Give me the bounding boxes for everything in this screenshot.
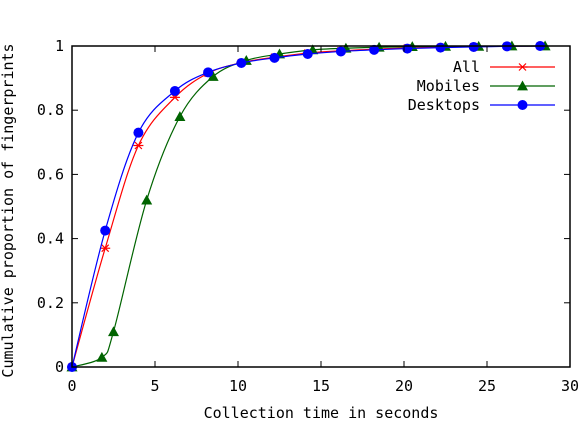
x-axis-label: Collection time in seconds <box>204 404 439 422</box>
y-axis-label: Cumulative proportion of fingerprints <box>0 43 17 377</box>
x-tick-label: 15 <box>312 377 330 395</box>
asterisk-stroke <box>101 244 110 253</box>
legend-label-mobiles: Mobiles <box>417 77 480 95</box>
asterisk-stroke <box>518 63 527 71</box>
data-point-desktops <box>203 67 214 78</box>
asterisk-stroke <box>134 141 143 150</box>
data-point-all <box>100 244 111 253</box>
y-tick-label: 1 <box>55 37 64 55</box>
data-point-mobiles <box>141 194 153 205</box>
data-point-desktops <box>133 127 144 138</box>
data-point-desktops <box>468 41 479 52</box>
legend-marker-desktops <box>517 100 528 110</box>
data-point-desktops <box>369 44 380 55</box>
data-point-mobiles <box>174 111 186 122</box>
data-point-mobiles <box>207 70 219 81</box>
legend-marker-mobiles <box>517 80 528 91</box>
y-tick-label: 0 <box>55 358 64 376</box>
y-tick-label: 0.4 <box>37 230 64 248</box>
legend-label-desktops: Desktops <box>408 96 480 114</box>
y-tick-label: 0.2 <box>37 294 64 312</box>
series-line-desktops <box>71 45 541 368</box>
y-tick-label: 0.8 <box>37 101 64 119</box>
x-tick-label: 25 <box>478 377 496 395</box>
data-point-desktops <box>236 58 247 69</box>
data-point-desktops <box>435 42 446 53</box>
legend-marker-all <box>517 63 528 71</box>
x-tick-label: 20 <box>395 377 413 395</box>
data-point-mobiles <box>96 351 108 362</box>
data-point-desktops <box>100 225 111 236</box>
data-point-desktops <box>269 52 280 63</box>
data-point-all <box>133 141 144 150</box>
axis-ticks: 0 5 10 15 20 25 30 0 0.2 0.4 0.6 0.8 1 <box>37 37 579 395</box>
x-tick-label: 10 <box>229 377 247 395</box>
x-tick-label: 0 <box>67 377 76 395</box>
data-point-desktops <box>302 49 313 60</box>
x-tick-label: 5 <box>150 377 159 395</box>
data-point-mobiles <box>108 326 119 337</box>
y-tick-label: 0.6 <box>37 165 64 183</box>
data-point-desktops <box>169 85 180 96</box>
legend-label-all: All <box>453 58 480 76</box>
plot-frame <box>71 45 571 368</box>
data-point-desktops <box>335 46 346 57</box>
x-tick-label: 30 <box>561 377 579 395</box>
